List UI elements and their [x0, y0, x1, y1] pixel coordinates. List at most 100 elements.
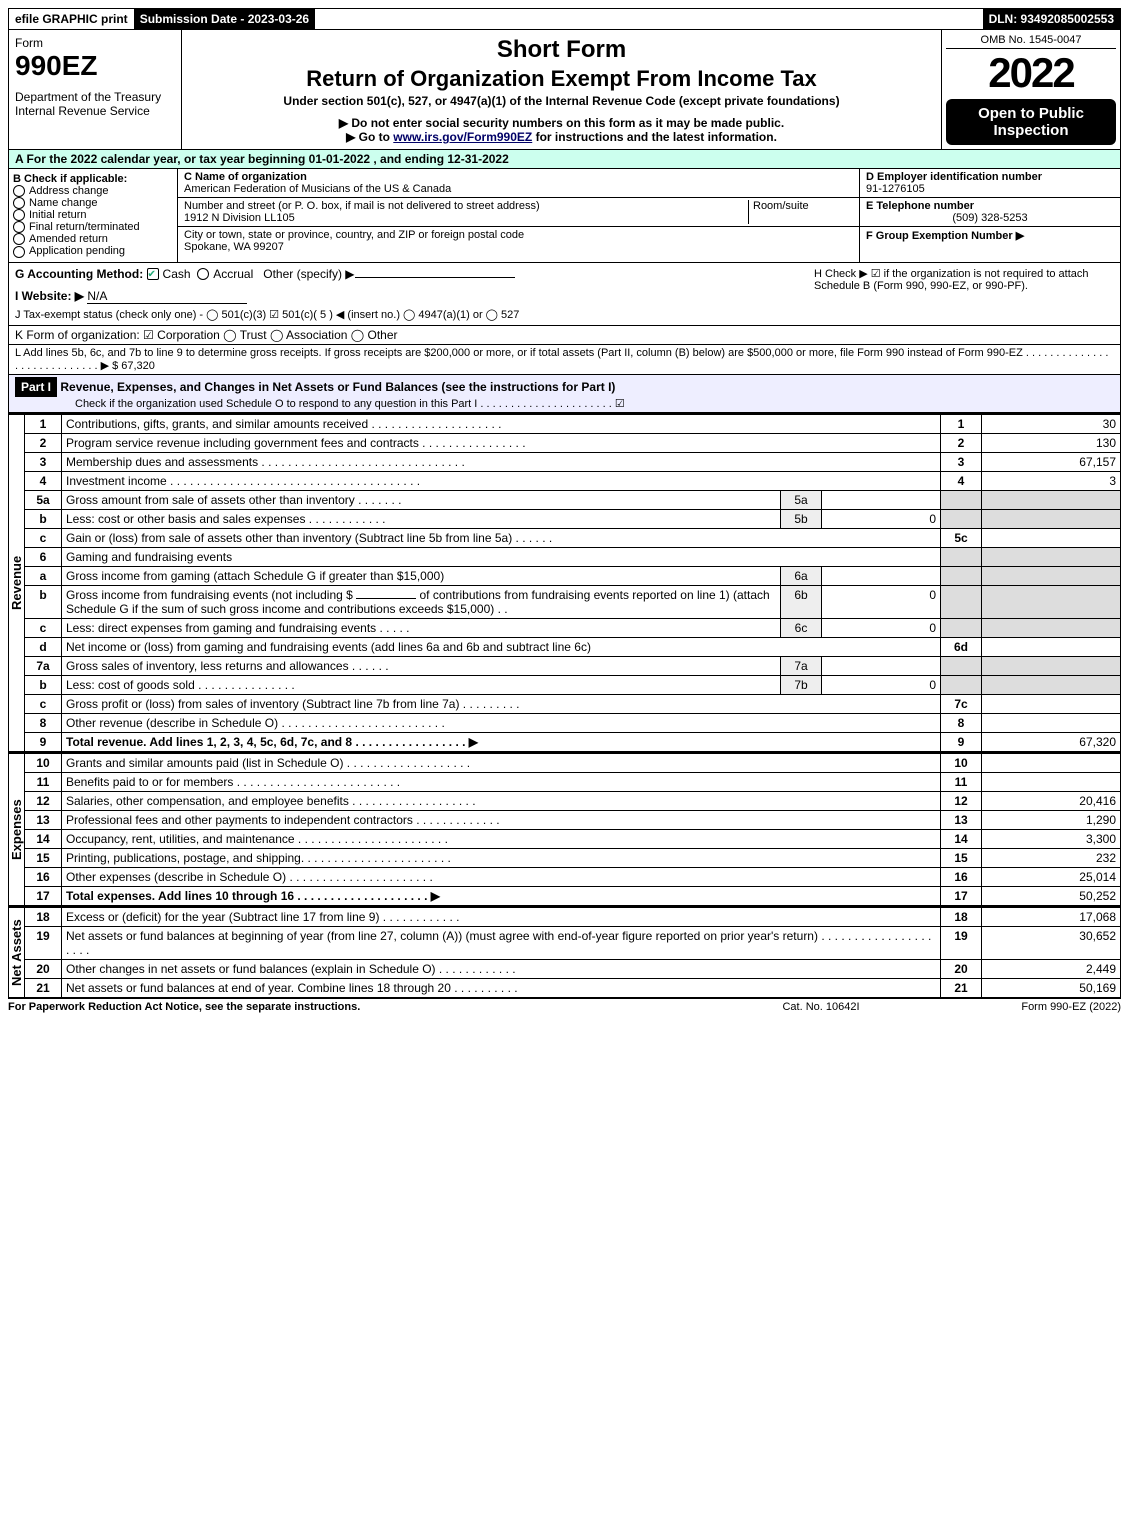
g-cash-check[interactable] [147, 268, 159, 280]
c-label: C Name of organization [184, 171, 451, 183]
line-5a: 5aGross amount from sale of assets other… [25, 490, 1121, 509]
line-8: 8Other revenue (describe in Schedule O) … [25, 713, 1121, 732]
dept: Department of the Treasury Internal Reve… [15, 90, 175, 118]
city-label: City or town, state or province, country… [184, 229, 524, 241]
top-bar: efile GRAPHIC print Submission Date - 20… [8, 8, 1121, 30]
line-11: 11Benefits paid to or for members . . . … [25, 772, 1121, 791]
col-d: D Employer identification number 91-1276… [859, 169, 1120, 262]
revenue-label: Revenue [8, 414, 25, 752]
website-value: N/A [87, 289, 247, 304]
page-footer: For Paperwork Reduction Act Notice, see … [8, 998, 1121, 1015]
footer-left: For Paperwork Reduction Act Notice, see … [8, 1001, 721, 1013]
line-6c: cLess: direct expenses from gaming and f… [25, 618, 1121, 637]
tax-year: 2022 [946, 49, 1116, 97]
g-label: G Accounting Method: [15, 267, 143, 281]
efile-label: efile GRAPHIC print [9, 9, 134, 29]
room-suite: Room/suite [748, 200, 853, 224]
line-12: 12Salaries, other compensation, and empl… [25, 791, 1121, 810]
g-accrual-check[interactable] [197, 268, 209, 280]
b-opt-name[interactable]: Name change [13, 197, 173, 209]
footer-cat: Cat. No. 10642I [721, 1001, 921, 1013]
org-address: 1912 N Division LL105 [184, 212, 748, 224]
line-7b: bLess: cost of goods sold . . . . . . . … [25, 675, 1121, 694]
line-15: 15Printing, publications, postage, and s… [25, 848, 1121, 867]
org-name: American Federation of Musicians of the … [184, 183, 451, 195]
line-9: 9Total revenue. Add lines 1, 2, 3, 4, 5c… [25, 732, 1121, 751]
part1-check: Check if the organization used Schedule … [15, 397, 1114, 410]
addr-label: Number and street (or P. O. box, if mail… [184, 200, 748, 212]
line-6b: bGross income from fundraising events (n… [25, 585, 1121, 618]
part1-badge: Part I [15, 377, 57, 397]
col-b: B Check if applicable: Address change Na… [9, 169, 178, 262]
line-3: 3Membership dues and assessments . . . .… [25, 452, 1121, 471]
line-13: 13Professional fees and other payments t… [25, 810, 1121, 829]
part1-header: Part I Revenue, Expenses, and Changes in… [8, 375, 1121, 413]
b-opt-address[interactable]: Address change [13, 185, 173, 197]
revenue-section: Revenue 1Contributions, gifts, grants, a… [8, 413, 1121, 752]
h-row: H Check ▶ ☑ if the organization is not r… [806, 267, 1114, 321]
b-opt-amended[interactable]: Amended return [13, 233, 173, 245]
l-row: L Add lines 5b, 6c, and 7b to line 9 to … [8, 345, 1121, 375]
irs-link[interactable]: www.irs.gov/Form990EZ [393, 130, 532, 144]
submission-date: Submission Date - 2023-03-26 [134, 9, 315, 29]
line-16: 16Other expenses (describe in Schedule O… [25, 867, 1121, 886]
line-6d: dNet income or (loss) from gaming and fu… [25, 637, 1121, 656]
sub3: ▶ Go to www.irs.gov/Form990EZ for instru… [190, 130, 933, 144]
footer-form: Form 990-EZ (2022) [921, 1001, 1121, 1013]
part1-title: Revenue, Expenses, and Changes in Net As… [60, 380, 615, 394]
b-label: B Check if applicable: [13, 173, 173, 185]
header-mid: Short Form Return of Organization Exempt… [182, 30, 941, 149]
b-opt-pending[interactable]: Application pending [13, 245, 173, 257]
header-right: OMB No. 1545-0047 2022 Open to Public In… [941, 30, 1120, 149]
b-opt-final[interactable]: Final return/terminated [13, 221, 173, 233]
j-row: J Tax-exempt status (check only one) - ◯… [15, 308, 806, 321]
line-5c: cGain or (loss) from sale of assets othe… [25, 528, 1121, 547]
g-other: Other (specify) ▶ [263, 267, 354, 281]
form-word: Form [15, 36, 175, 50]
line-20: 20Other changes in net assets or fund ba… [25, 959, 1121, 978]
line-17: 17Total expenses. Add lines 10 through 1… [25, 886, 1121, 905]
title-short-form: Short Form [190, 36, 933, 64]
title-return: Return of Organization Exempt From Incom… [190, 66, 933, 92]
c-name-row: C Name of organization American Federati… [178, 169, 859, 198]
form-header: Form 990EZ Department of the Treasury In… [8, 30, 1121, 150]
g-cash: Cash [163, 267, 191, 281]
entity-block: B Check if applicable: Address change Na… [8, 169, 1121, 263]
line-1: 1Contributions, gifts, grants, and simil… [25, 414, 1121, 433]
i-label: I Website: ▶ [15, 289, 84, 303]
sub3-pre: ▶ Go to [346, 130, 393, 144]
line-10: 10Grants and similar amounts paid (list … [25, 753, 1121, 772]
dln: DLN: 93492085002553 [983, 9, 1120, 29]
k-row: K Form of organization: ☑ Corporation ◯ … [8, 326, 1121, 345]
col-c: C Name of organization American Federati… [178, 169, 859, 262]
i-row: I Website: ▶ N/A [15, 289, 806, 304]
c-city-row: City or town, state or province, country… [178, 227, 859, 255]
phone-value: (509) 328-5253 [866, 212, 1114, 224]
expenses-table: 10Grants and similar amounts paid (list … [25, 753, 1121, 906]
netassets-label: Net Assets [8, 907, 25, 998]
ghij-block: G Accounting Method: Cash Accrual Other … [8, 263, 1121, 326]
sub1: Under section 501(c), 527, or 4947(a)(1)… [190, 94, 933, 108]
org-city: Spokane, WA 99207 [184, 241, 524, 253]
line-4: 4Investment income . . . . . . . . . . .… [25, 471, 1121, 490]
section-a: A For the 2022 calendar year, or tax yea… [8, 150, 1121, 169]
line-7a: 7aGross sales of inventory, less returns… [25, 656, 1121, 675]
g-accrual: Accrual [213, 267, 253, 281]
sub3-post: for instructions and the latest informat… [536, 130, 777, 144]
line-7c: cGross profit or (loss) from sales of in… [25, 694, 1121, 713]
netassets-section: Net Assets 18Excess or (deficit) for the… [8, 906, 1121, 998]
header-left: Form 990EZ Department of the Treasury In… [9, 30, 182, 149]
open-inspection: Open to Public Inspection [946, 99, 1116, 145]
line-6a: aGross income from gaming (attach Schedu… [25, 566, 1121, 585]
omb-number: OMB No. 1545-0047 [946, 34, 1116, 49]
b-opt-initial[interactable]: Initial return [13, 209, 173, 221]
ein-value: 91-1276105 [866, 183, 1114, 195]
line-5b: bLess: cost or other basis and sales exp… [25, 509, 1121, 528]
line-18: 18Excess or (deficit) for the year (Subt… [25, 907, 1121, 926]
expenses-section: Expenses 10Grants and similar amounts pa… [8, 752, 1121, 906]
expenses-label: Expenses [8, 753, 25, 906]
f-label: F Group Exemption Number ▶ [866, 230, 1024, 242]
line-14: 14Occupancy, rent, utilities, and mainte… [25, 829, 1121, 848]
e-label: E Telephone number [866, 200, 1114, 212]
c-addr-row: Number and street (or P. O. box, if mail… [178, 198, 859, 227]
